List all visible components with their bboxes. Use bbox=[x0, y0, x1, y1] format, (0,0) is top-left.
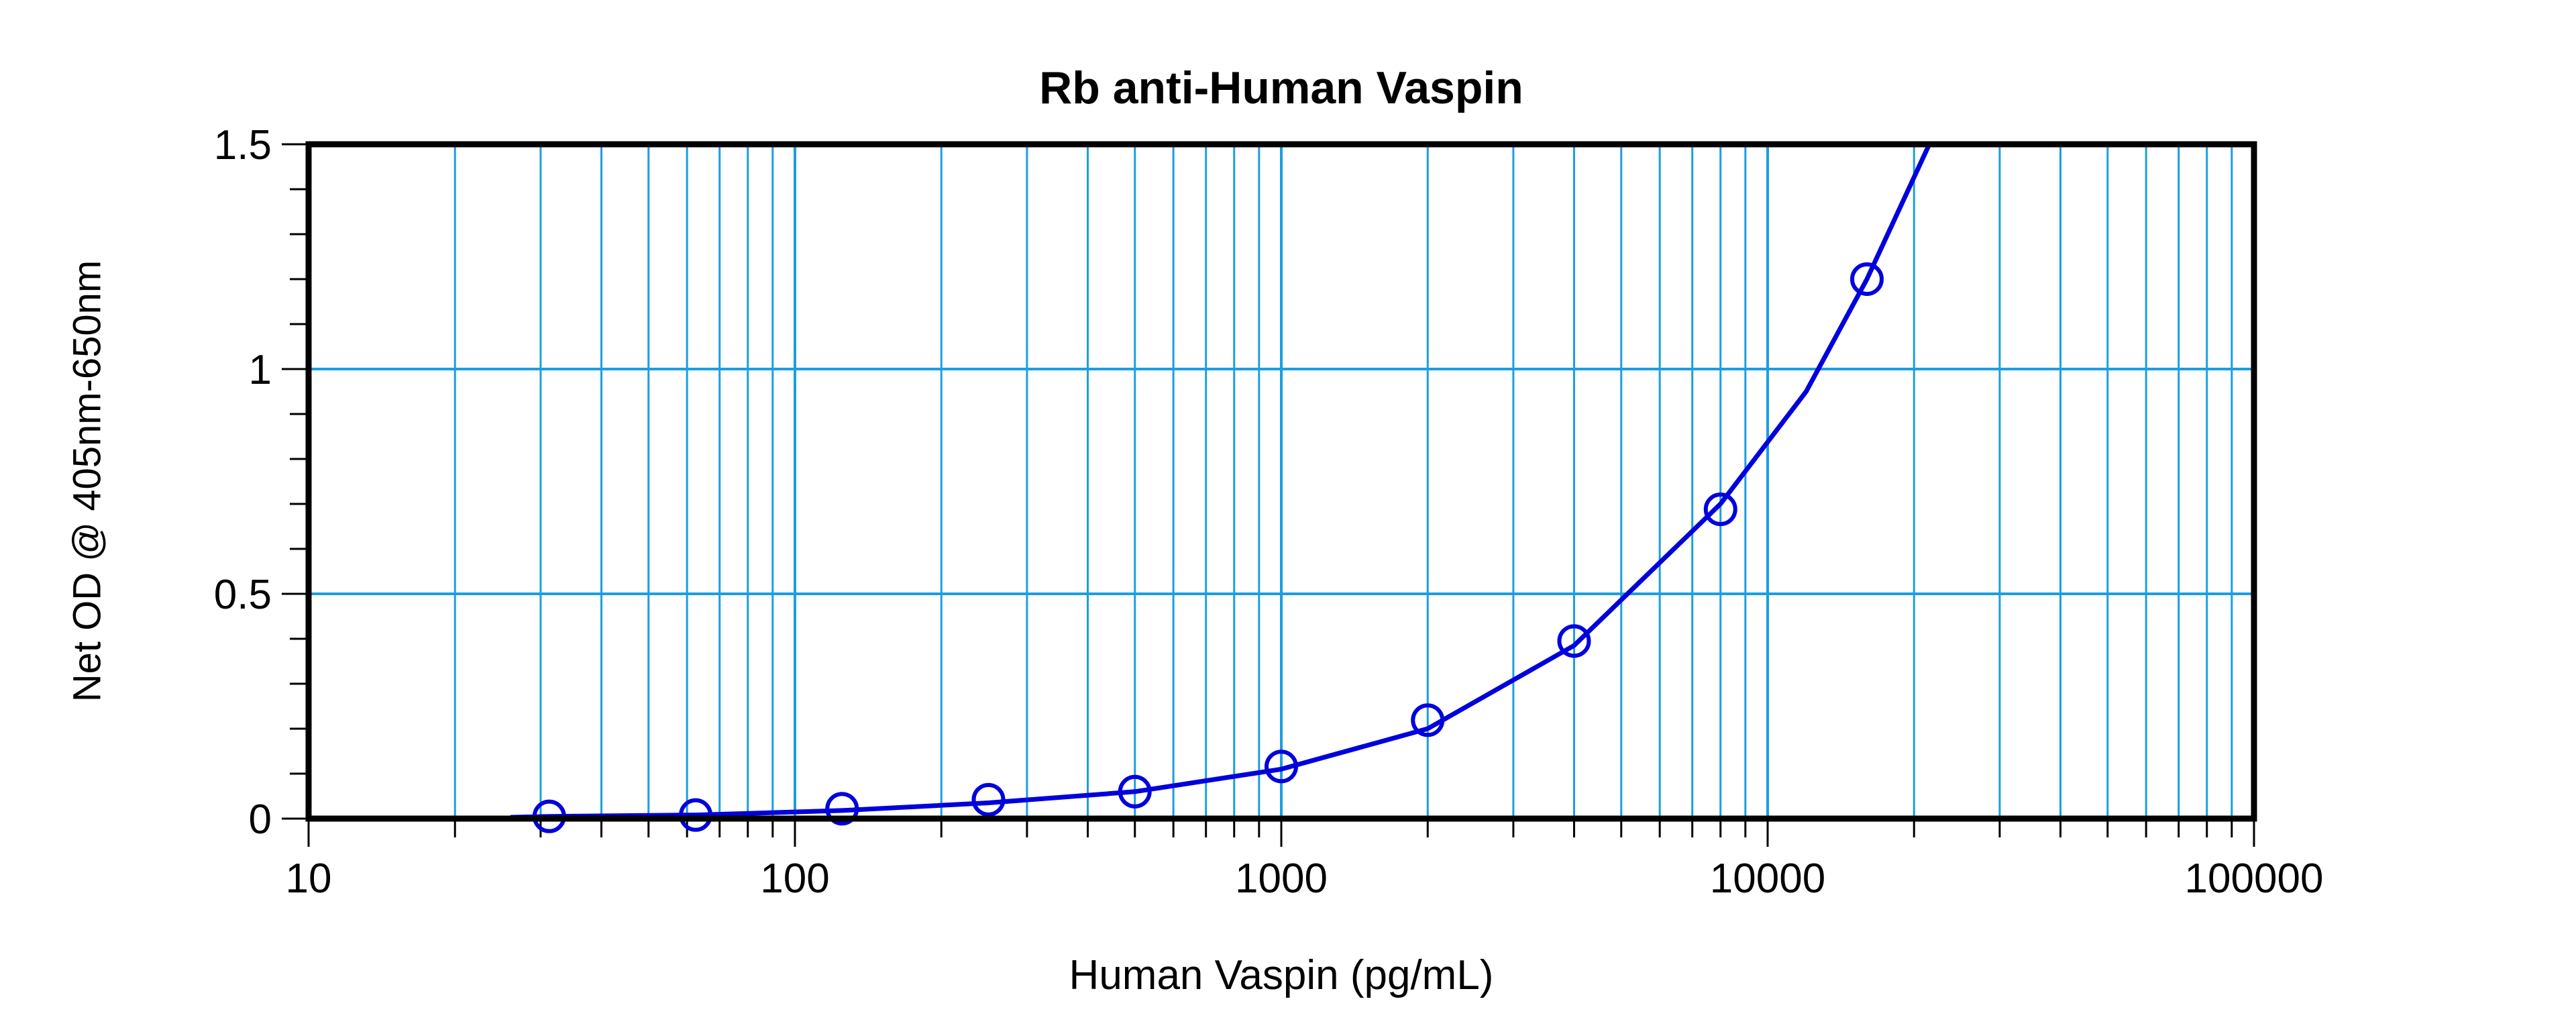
data-point-marker bbox=[1411, 703, 1445, 737]
data-points bbox=[532, 262, 1884, 833]
data-point-marker bbox=[1265, 749, 1298, 784]
data-point-marker bbox=[1557, 624, 1591, 658]
data-point-marker bbox=[1118, 774, 1152, 809]
plot-frame bbox=[305, 141, 2257, 822]
x-tick-label: 100 bbox=[760, 856, 829, 902]
x-tick-label: 100000 bbox=[2185, 856, 2324, 902]
y-tick-label: 0.5 bbox=[214, 572, 272, 618]
data-point-marker bbox=[971, 782, 1006, 817]
data-point-marker bbox=[1849, 262, 1884, 296]
x-axis-label: Human Vaspin (pg/mL) bbox=[1069, 952, 1494, 998]
axis-ticks bbox=[282, 143, 2255, 847]
data-point-marker bbox=[679, 798, 713, 832]
y-tick-label: 1.5 bbox=[214, 122, 272, 168]
x-tick-label: 1000 bbox=[1235, 856, 1328, 902]
tick-labels: 10 100 1000 10000 100000 0 0.5 1 1.5 bbox=[214, 122, 2324, 902]
x-tick-label: 10 bbox=[286, 856, 332, 902]
data-point-marker bbox=[825, 792, 859, 826]
gridlines bbox=[309, 144, 2254, 819]
y-tick-label: 1 bbox=[249, 347, 272, 393]
chart-title: Rb anti-Human Vaspin bbox=[1039, 62, 1523, 113]
fitted-curve bbox=[510, 143, 1932, 820]
y-tick-label: 0 bbox=[249, 796, 272, 843]
x-tick-label: 10000 bbox=[1710, 856, 1825, 902]
data-point-marker bbox=[1703, 493, 1737, 527]
